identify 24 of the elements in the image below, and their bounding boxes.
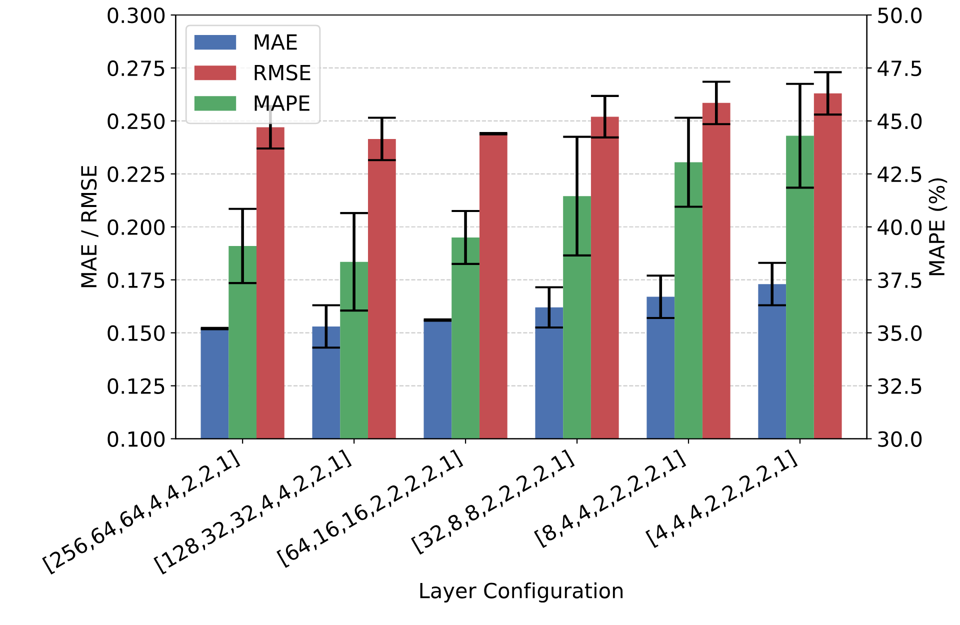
y-tick-label: 0.125: [108, 378, 164, 394]
y-tick-label: 0.300: [108, 7, 165, 24]
y-axis-title: MAE / RMSE: [80, 166, 98, 288]
y-tick-label: 0.250: [108, 113, 165, 130]
y2-tick-label: 50.0: [878, 7, 922, 24]
y2-tick-label: 47.5: [878, 60, 922, 76]
y2-tick-label: 32.5: [878, 378, 922, 394]
y-tick-label: 0.200: [108, 219, 165, 236]
y-tick-label: 0.100: [108, 431, 165, 447]
y2-tick-label: 37.5: [878, 272, 922, 288]
y-tick-label: 0.175: [108, 272, 164, 288]
y-tick-label: 0.225: [108, 166, 164, 182]
y2-tick-label: 42.5: [878, 166, 922, 182]
legend-label: RMSE: [254, 64, 310, 80]
x-axis-title: Layer Configuration: [420, 582, 623, 602]
legend-label: MAE: [254, 34, 297, 50]
y2-tick-label: 35.0: [878, 325, 922, 342]
y2-tick-label: 30.0: [878, 431, 922, 447]
y2-axis-title: MAPE (%): [928, 178, 948, 276]
y-tick-label: 0.150: [108, 325, 165, 342]
legend-label: MAPE: [254, 96, 310, 111]
y2-tick-label: 40.0: [878, 219, 922, 236]
y2-tick-label: 45.0: [878, 113, 922, 130]
y-tick-label: 0.275: [108, 60, 164, 76]
